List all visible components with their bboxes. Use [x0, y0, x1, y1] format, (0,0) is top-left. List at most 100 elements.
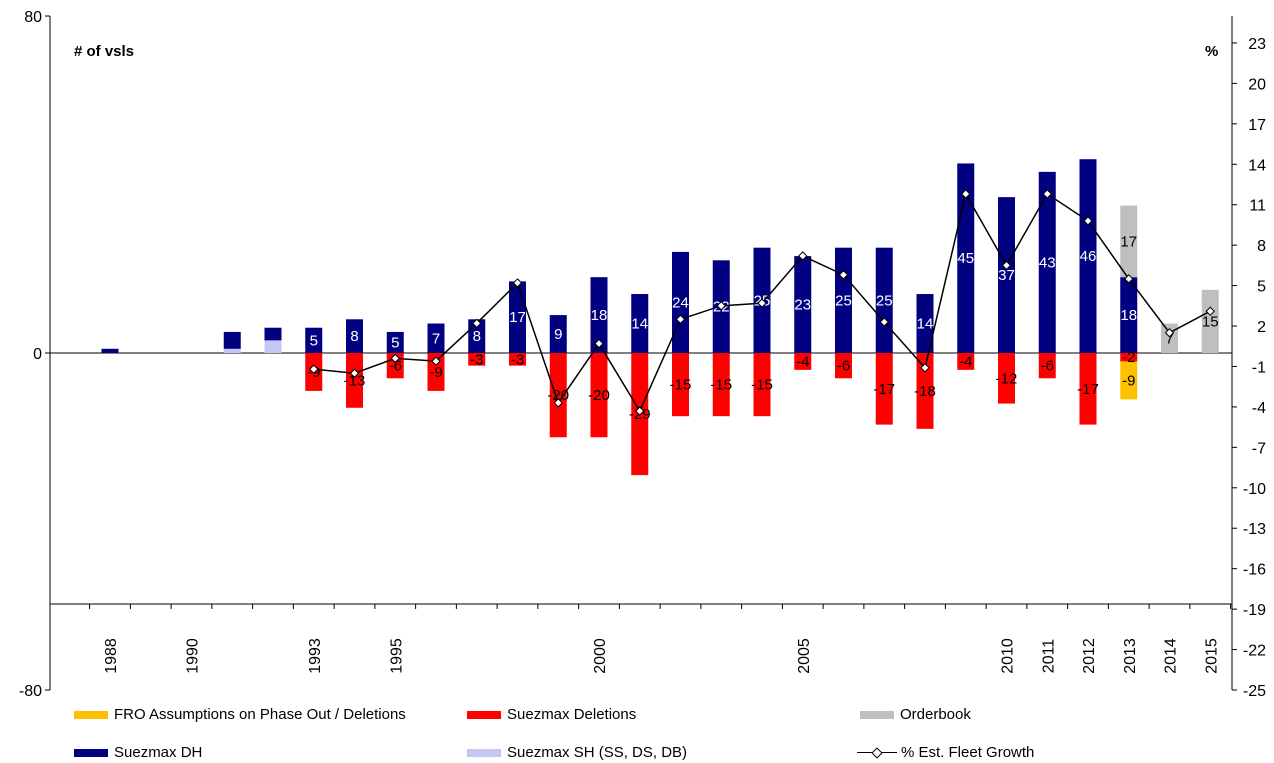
bar-label-fro-assumptions: -9 [1122, 372, 1135, 389]
category-tick-label: 2005 [796, 638, 813, 674]
fleet-growth-point [594, 338, 604, 349]
category-tick-label: 1988 [103, 638, 120, 674]
bar-suezmax-dh [835, 247, 852, 353]
fleet-growth-point [798, 251, 808, 261]
bar-label-orderbook: 7 [1165, 330, 1173, 347]
bar-label-suezmax-dh: 8 [350, 328, 358, 345]
category-tick-label: 2000 [592, 638, 609, 674]
bar-suezmax-deletions [1079, 353, 1097, 425]
legend-label-suezmax-deletions: Suezmax Deletions [507, 706, 637, 723]
category-tick-label: 2014 [1163, 638, 1180, 674]
bar-suezmax-deletions [835, 353, 852, 379]
bar-label-suezmax-deletions: -12 [996, 370, 1018, 387]
right-tick-label: 17 [1248, 117, 1266, 134]
bar-suezmax-dh [916, 294, 934, 353]
legend-label-suezmax-sh: Suezmax SH (SS, DS, DB) [507, 744, 688, 761]
fleet-growth-point [675, 314, 686, 325]
chart: 80 0 -80 23 20 17 14 11 8 5 2 -1 -4 -7 -10 -13 -16 -19 -2… [19, 9, 1266, 700]
legend-item-suezmax-deletions: Suezmax Deletions [467, 706, 636, 723]
fleet-growth-point [757, 298, 767, 308]
bar-label-suezmax-deletions: -6 [1041, 358, 1054, 375]
bar-label-suezmax-dh: 17 [509, 309, 526, 326]
legend-swatch-suezmax-sh [467, 748, 501, 757]
bar-label-suezmax-dh: 25 [835, 292, 852, 309]
bar-label-suezmax-dh: 7 [432, 330, 440, 347]
bar-suezmax-deletions [1120, 353, 1138, 362]
bar-label-suezmax-deletions: -15 [710, 377, 732, 394]
fleet-growth-point [1001, 260, 1012, 271]
fleet-growth-point [635, 406, 645, 416]
legend-label-fro-assumptions: FRO Assumptions on Phase Out / Deletions [114, 706, 406, 723]
bar-suezmax-deletions [549, 353, 567, 438]
fleet-growth-point [390, 353, 400, 364]
right-tick-label: -4 [1252, 400, 1266, 417]
bar-label-suezmax-dh: 14 [917, 316, 934, 333]
fleet-growth-point [472, 318, 482, 329]
bar-suezmax-dh [794, 256, 812, 353]
legend-label-suezmax-dh: Suezmax DH [114, 744, 203, 761]
bar-orderbook [1201, 289, 1219, 353]
bar-suezmax-deletions [346, 353, 363, 408]
fleet-growth-point [431, 356, 441, 366]
bar-suezmax-dh [998, 197, 1015, 353]
bar-label-suezmax-deletions: -6 [389, 358, 402, 375]
bar-label-suezmax-dh: 14 [631, 316, 648, 333]
right-tick-label: 20 [1248, 76, 1266, 93]
bar-suezmax-deletions [875, 353, 893, 425]
bar-suezmax-dh [549, 315, 567, 353]
fleet-growth-point [309, 364, 319, 374]
bar-label-suezmax-deletions: -20 [547, 387, 569, 404]
right-tick-label: -7 [1252, 440, 1266, 457]
bar-suezmax-deletions [753, 353, 771, 417]
legend-item-suezmax-dh: Suezmax DH [74, 744, 202, 761]
right-y-axis: 23 20 17 14 11 8 5 2 -1 -4 -7 -10 -13 -16 -19 -22 -25 [1232, 36, 1266, 700]
bar-suezmax-dh [1038, 171, 1056, 353]
bar-label-suezmax-dh: 5 [391, 334, 399, 351]
bar-label-suezmax-deletions: -15 [751, 377, 773, 394]
bar-label-suezmax-deletions: -17 [1077, 381, 1099, 398]
right-tick-label: -10 [1243, 481, 1266, 498]
fleet-growth-point [920, 363, 930, 373]
fleet-growth-point [1205, 306, 1215, 316]
bar-label-suezmax-deletions: -3 [511, 351, 524, 368]
bar-suezmax-deletions [957, 353, 975, 370]
growth-line [309, 189, 1215, 416]
bar-suezmax-deletions [998, 353, 1015, 404]
fleet-growth-point [512, 278, 523, 288]
left-axis-title: # of vsls [74, 43, 134, 60]
bar-label-suezmax-dh: 46 [1080, 248, 1097, 265]
bar-label-suezmax-deletions: -17 [873, 381, 895, 398]
bar-suezmax-dh [264, 327, 282, 341]
bar-label-suezmax-deletions: -9 [429, 364, 442, 381]
bar-label-suezmax-deletions: -15 [670, 377, 692, 394]
bar-label-suezmax-dh: 18 [591, 307, 608, 324]
bar-label-suezmax-deletions: -6 [837, 358, 850, 375]
legend-swatch-suezmax-dh [74, 748, 108, 757]
bar-suezmax-dh [223, 331, 241, 349]
legend-item-fro-assumptions: FRO Assumptions on Phase Out / Deletions [74, 706, 406, 723]
right-tick-label: 2 [1257, 319, 1266, 336]
right-tick-label: -1 [1252, 359, 1266, 376]
category-tick-label: 2013 [1122, 638, 1139, 674]
bar-suezmax-dh [427, 323, 445, 353]
bars [101, 159, 1219, 476]
bar-label-suezmax-deletions: -20 [588, 387, 610, 404]
right-tick-label: -16 [1243, 562, 1266, 579]
right-tick-label: 23 [1248, 36, 1266, 53]
bar-suezmax-deletions [794, 353, 812, 370]
category-tick-label: 1995 [388, 638, 405, 674]
bar-label-suezmax-dh: 24 [672, 294, 689, 311]
category-tick-label: 2015 [1203, 638, 1220, 674]
category-tick-label: 1993 [307, 638, 324, 674]
fleet-growth-point [1164, 328, 1175, 338]
legend-item-suezmax-sh: Suezmax SH (SS, DS, DB) [467, 744, 687, 761]
right-tick-label: -13 [1243, 521, 1266, 538]
legend: FRO Assumptions on Phase Out / Deletions… [0, 700, 1274, 763]
right-tick-label: -25 [1243, 683, 1266, 700]
bar-suezmax-dh [305, 327, 323, 353]
bar-label-suezmax-deletions: -4 [796, 353, 809, 370]
legend-item-fleet-growth: % Est. Fleet Growth [857, 744, 1034, 761]
fleet-growth-point [879, 317, 889, 327]
bar-label-suezmax-deletions: -3 [470, 351, 483, 368]
bar-orderbook [1120, 205, 1138, 278]
